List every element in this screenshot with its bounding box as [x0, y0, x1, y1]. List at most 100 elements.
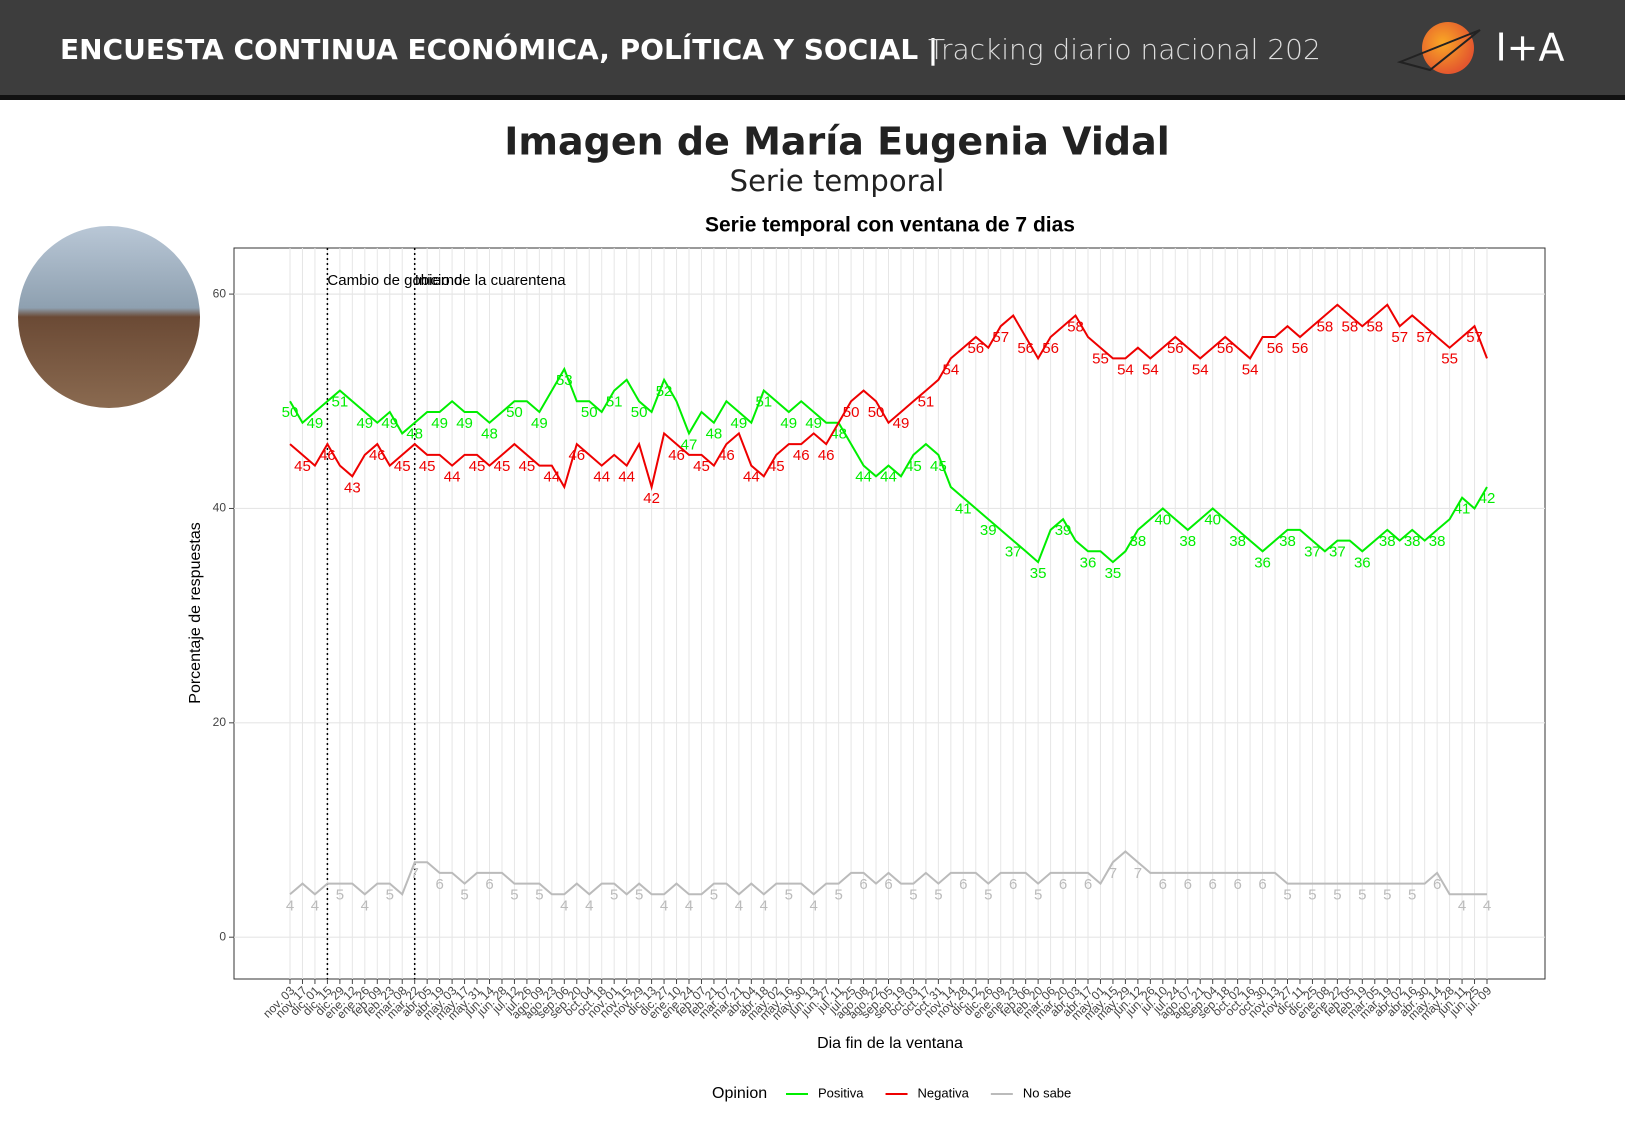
data-label: 51 — [332, 394, 349, 411]
data-label: 48 — [406, 426, 423, 443]
data-label: 51 — [755, 394, 772, 411]
header-title: ENCUESTA CONTINUA ECONÓMICA, POLÍTICA Y … — [60, 32, 938, 66]
data-label: 45 — [905, 458, 922, 475]
data-label: 44 — [880, 469, 897, 486]
data-label: 6 — [1084, 876, 1092, 893]
data-label: 38 — [1179, 533, 1196, 550]
data-label: 4 — [1483, 897, 1491, 914]
data-label: 4 — [685, 897, 693, 914]
data-label: 49 — [431, 415, 448, 432]
y-axis-label: Porcentaje de respuestas — [187, 522, 204, 703]
data-label: 6 — [1209, 876, 1217, 893]
data-label: 46 — [568, 447, 585, 464]
y-tick-label: 60 — [213, 286, 227, 300]
data-label: 51 — [606, 394, 623, 411]
data-label: 4 — [361, 897, 369, 914]
logo-sun — [1422, 22, 1474, 74]
data-label: 45 — [469, 458, 486, 475]
legend-label: Positiva — [818, 1085, 864, 1100]
data-label: 57 — [1416, 329, 1433, 346]
data-label: 43 — [344, 479, 361, 496]
page-title: Imagen de María Eugenia Vidal — [504, 120, 1170, 164]
data-label: 5 — [1383, 887, 1391, 904]
data-label: 44 — [444, 469, 461, 486]
data-label: 46 — [369, 447, 386, 464]
y-tick-label: 40 — [213, 501, 227, 515]
data-label: 50 — [843, 404, 860, 421]
header-rule — [0, 95, 1625, 100]
data-label: 54 — [1117, 361, 1134, 378]
data-label: 54 — [943, 361, 960, 378]
data-label: 4 — [311, 897, 319, 914]
data-label: 38 — [1404, 533, 1421, 550]
data-label: 49 — [456, 415, 473, 432]
data-label: 44 — [593, 469, 610, 486]
data-label: 5 — [510, 887, 518, 904]
data-label: 39 — [1055, 522, 1072, 539]
data-label: 56 — [1217, 340, 1234, 357]
data-label: 4 — [286, 897, 294, 914]
data-label: 5 — [710, 887, 718, 904]
data-label: 36 — [1354, 554, 1371, 571]
data-label: 58 — [1366, 318, 1383, 335]
data-label: 45 — [768, 458, 785, 475]
data-label: 58 — [1342, 318, 1359, 335]
data-label: 41 — [955, 501, 972, 518]
annotation-label: Inicio de la cuarentena — [415, 272, 567, 289]
data-label: 38 — [1379, 533, 1396, 550]
data-label: 35 — [1030, 565, 1047, 582]
data-label: 50 — [868, 404, 885, 421]
data-label: 58 — [1067, 318, 1084, 335]
y-tick-label: 20 — [213, 715, 227, 729]
data-label: 39 — [980, 522, 997, 539]
data-label: 6 — [485, 876, 493, 893]
data-label: 56 — [1017, 340, 1034, 357]
data-label: 44 — [618, 469, 635, 486]
data-label: 5 — [934, 887, 942, 904]
data-label: 45 — [930, 458, 947, 475]
logo-plane — [1396, 29, 1481, 72]
series-line — [289, 303, 1488, 491]
series-line — [289, 850, 1487, 896]
data-label: 56 — [1267, 340, 1284, 357]
data-label: 42 — [1479, 490, 1496, 507]
data-label: 5 — [1034, 887, 1042, 904]
data-label: 55 — [1092, 351, 1109, 368]
data-label: 37 — [1304, 544, 1321, 561]
data-label: 46 — [793, 447, 810, 464]
data-label: 45 — [693, 458, 710, 475]
data-label: 45 — [419, 458, 436, 475]
data-label: 37 — [1329, 544, 1346, 561]
data-label: 41 — [1454, 501, 1471, 518]
data-label: 45 — [519, 458, 536, 475]
logo-text: I+A — [1495, 26, 1564, 70]
chart-title: Serie temporal con ventana de 7 dias — [705, 214, 1075, 237]
data-label: 6 — [884, 876, 892, 893]
data-label: 4 — [660, 897, 668, 914]
data-label: 6 — [1159, 876, 1167, 893]
data-label: 5 — [984, 887, 992, 904]
data-label: 6 — [959, 876, 967, 893]
data-label: 49 — [893, 415, 910, 432]
data-label: 49 — [356, 415, 373, 432]
data-label: 53 — [556, 372, 573, 389]
data-label: 5 — [535, 887, 543, 904]
annotation-label: Cambio de gobierno — [327, 272, 462, 289]
page-subtitle: Serie temporal — [730, 164, 945, 198]
portrait-photo — [18, 226, 200, 408]
data-label: 4 — [735, 897, 743, 914]
data-label: 38 — [1130, 533, 1147, 550]
data-label: 55 — [1441, 351, 1458, 368]
data-label: 5 — [460, 887, 468, 904]
data-label: 56 — [967, 340, 984, 357]
data-label: 5 — [909, 887, 917, 904]
x-axis-label: Dia fin de la ventana — [817, 1035, 963, 1052]
data-label: 49 — [731, 415, 748, 432]
data-label: 6 — [1059, 876, 1067, 893]
header-subtitle: Tracking diario nacional 202 — [928, 33, 1321, 66]
data-label: 48 — [706, 426, 723, 443]
data-label: 54 — [1192, 361, 1209, 378]
legend-title: Opinion — [712, 1085, 767, 1102]
data-label: 46 — [668, 447, 685, 464]
